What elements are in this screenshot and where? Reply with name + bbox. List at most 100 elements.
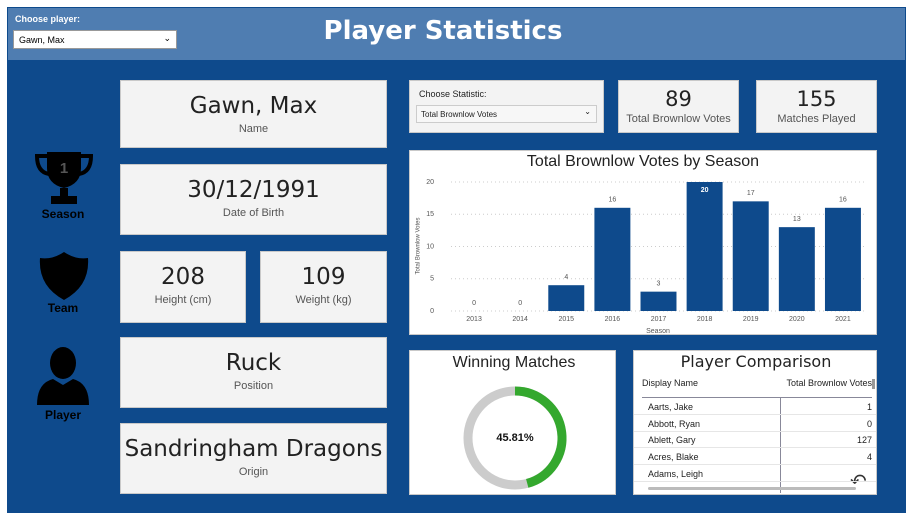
vote-count: 4 (866, 452, 872, 463)
player-icon (37, 347, 89, 405)
bar (548, 285, 585, 311)
player-value: Gawn, Max (19, 35, 65, 45)
x-tick-label: 2014 (512, 316, 528, 323)
header-rule (642, 397, 872, 398)
kpi-value: 155 (796, 87, 837, 111)
y-tick-label: 15 (426, 211, 434, 218)
bar-chart: Total Brownlow Votes by Season Total Bro… (416, 153, 866, 334)
card-label: Name (238, 123, 269, 135)
x-axis-title: Season (646, 328, 670, 334)
column-header: Total Brownlow Votes (786, 378, 872, 388)
y-axis-title: Total Brownlow Votes (416, 217, 422, 274)
name-card: Gawn, Max Name (120, 80, 387, 148)
x-tick-label: 2015 (558, 316, 574, 323)
chart-title: Winning Matches (453, 354, 576, 371)
player-label: Choose player: (15, 14, 81, 24)
card-label: Height (cm) (154, 294, 212, 306)
y-tick-label: 20 (426, 179, 434, 186)
bar (686, 182, 723, 311)
data-label: 4 (564, 274, 568, 281)
statistic-dropdown[interactable]: Total Brownlow Votes ⌄ (416, 105, 597, 123)
data-label: 3 (657, 280, 661, 287)
player-name: Ablett, Gary (648, 435, 696, 446)
statistic-label: Choose Statistic: (419, 89, 487, 99)
y-tick-label: 0 (430, 308, 434, 315)
bar (778, 227, 815, 311)
column-header: Display Name (642, 378, 699, 388)
bar (640, 291, 677, 311)
player-dropdown[interactable]: Gawn, Max ⌄ (13, 30, 177, 49)
table-row: Abbott, Ryan 0 (634, 415, 876, 432)
data-label: 17 (747, 190, 755, 197)
vote-count: 0 (866, 418, 872, 429)
x-tick-label: 2021 (835, 316, 851, 323)
x-tick-label: 2018 (697, 316, 713, 323)
team-label: Team (47, 301, 79, 315)
statistic-card: Choose Statistic: Total Brownlow Votes ⌄ (409, 80, 604, 133)
y-tick-label: 5 (430, 276, 434, 283)
statistic-value: Total Brownlow Votes (421, 110, 498, 119)
x-tick-label: 2013 (466, 316, 482, 323)
card-label: Position (233, 380, 274, 392)
card-value: Ruck (225, 350, 282, 376)
season-rank: 1 (60, 160, 68, 177)
card-value: Gawn, Max (189, 93, 318, 119)
player-name: Acres, Blake (648, 452, 699, 463)
card-label: Origin (238, 466, 269, 478)
scrollbar-v[interactable] (872, 379, 875, 389)
card-label: Weight (kg) (295, 294, 352, 306)
vote-count: 1 (866, 402, 872, 412)
position-card: Ruck Position (120, 337, 387, 408)
dropdown-arrow: ⌄ (163, 33, 171, 43)
page-title: Player Statistics (323, 16, 563, 46)
card-label: Date of Birth (222, 207, 285, 219)
origin-card: Sandringham Dragons Origin (120, 423, 387, 494)
data-label: 16 (608, 197, 616, 204)
table-card: Player Comparison Display Name Total Bro… (633, 350, 877, 495)
x-tick-label: 2019 (743, 316, 759, 323)
chart-title: Total Brownlow Votes by Season (527, 153, 759, 170)
table-row: Ablett, Gary 127 (634, 431, 876, 449)
donut-chart: Winning Matches 45.81% (453, 354, 576, 490)
y-tick-label: 10 (426, 243, 434, 250)
height-card: 208 Height (cm) (120, 251, 246, 323)
table-row: Aarts, Jake 1 (634, 398, 876, 415)
kpi-card: 89 Total Brownlow Votes (618, 80, 739, 133)
table-row: Acres, Blake 4 (634, 448, 876, 466)
player-name: Abbott, Ryan (648, 418, 701, 429)
table-row: Adams, Leigh (634, 465, 876, 482)
player-name: Adams, Leigh (648, 468, 704, 479)
bar (594, 207, 631, 311)
donut-arc (514, 386, 567, 488)
player-name: Aarts, Jake (648, 402, 694, 412)
card-value: Sandringham Dragons (124, 436, 383, 462)
donut-card: Winning Matches 45.81% (409, 350, 616, 495)
card-value: 30/12/1991 (187, 177, 320, 203)
data-label: 0 (472, 300, 476, 307)
table: Display Name Total Brownlow Votes ↶ Aart… (634, 375, 876, 494)
kpi-card: 155 Matches Played (756, 80, 877, 133)
card-value: 208 (161, 264, 205, 290)
x-tick-label: 2017 (651, 316, 667, 323)
card-value: 109 (301, 264, 346, 290)
dropdown-arrow: ⌄ (584, 107, 591, 116)
table-title: Player Comparison (680, 352, 832, 371)
kpi-label: Total Brownlow Votes (626, 113, 731, 125)
weight-card: 109 Weight (kg) (260, 251, 387, 323)
donut-label: 45.81% (496, 432, 534, 444)
x-tick-label: 2016 (605, 316, 621, 323)
data-label: 16 (839, 197, 847, 204)
player-label-icon: Player (44, 408, 82, 422)
vote-count: 127 (856, 435, 872, 446)
trophy-icon: 1 (34, 152, 94, 204)
dob-card: 30/12/1991 Date of Birth (120, 164, 387, 235)
data-label: 20 (701, 187, 709, 194)
chart-card: Total Brownlow Votes by Season Total Bro… (409, 150, 877, 335)
kpi-value: 89 (665, 87, 692, 111)
data-label: 0 (518, 300, 522, 307)
shield-icon (39, 252, 89, 300)
bar (824, 207, 861, 311)
kpi-label: Matches Played (777, 113, 856, 125)
scrollbar[interactable] (648, 487, 856, 490)
